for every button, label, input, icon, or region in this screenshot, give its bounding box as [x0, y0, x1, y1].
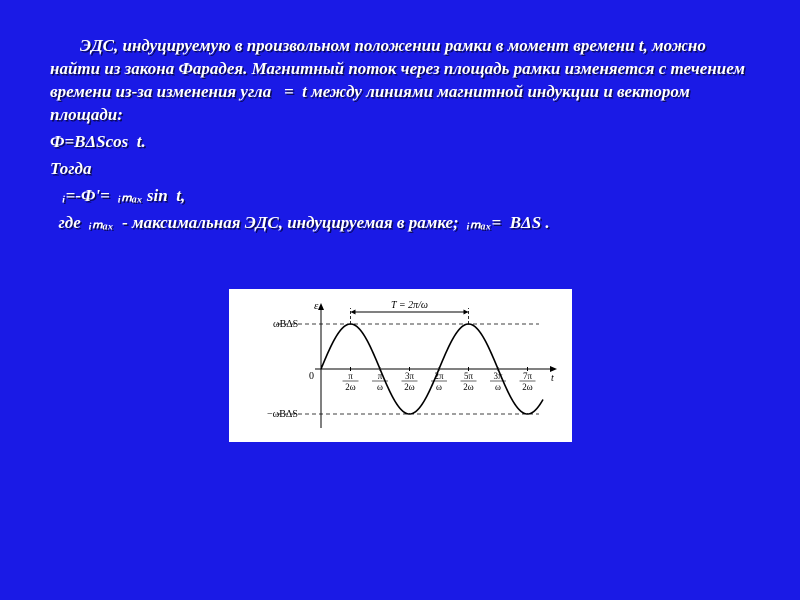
svg-text:ωBΔS: ωBΔS	[273, 319, 298, 330]
svg-text:ω: ω	[436, 382, 442, 392]
equation-emf: ᵢ=-Ф'= ᵢₘₐₓ sin t,	[50, 185, 750, 208]
svg-text:π: π	[348, 371, 353, 381]
svg-text:ω: ω	[495, 382, 501, 392]
intro-paragraph: ЭДС, индуцируемую в произвольном положен…	[50, 35, 750, 127]
emf-sine-chart: T = 2π/ωπ2ωπω3π2ω2πω5π2ω3πω7π2ωεt0ωBΔS−ω…	[229, 289, 572, 442]
equation-flux: Ф=BΔScos t.	[50, 131, 750, 154]
word-then: Тогда	[50, 158, 750, 181]
svg-text:ε: ε	[314, 300, 319, 312]
svg-text:2ω: 2ω	[463, 382, 474, 392]
svg-text:7π: 7π	[522, 371, 532, 381]
equation-emf-max: где ᵢₘₐₓ - максимальная ЭДС, индуцируема…	[50, 212, 750, 235]
svg-text:3π: 3π	[404, 371, 414, 381]
svg-text:−ωBΔS: −ωBΔS	[267, 409, 298, 420]
svg-text:0: 0	[309, 371, 314, 382]
svg-text:3π: 3π	[493, 371, 503, 381]
svg-text:ω: ω	[377, 382, 383, 392]
svg-text:2ω: 2ω	[345, 382, 356, 392]
svg-text:5π: 5π	[463, 371, 473, 381]
svg-text:2π: 2π	[434, 371, 444, 381]
svg-text:2ω: 2ω	[404, 382, 415, 392]
svg-text:T = 2π/ω: T = 2π/ω	[391, 300, 428, 311]
svg-text:t: t	[551, 373, 554, 384]
svg-text:2ω: 2ω	[522, 382, 533, 392]
chart-svg: T = 2π/ωπ2ωπω3π2ω2πω5π2ω3πω7π2ωεt0ωBΔS−ω…	[233, 293, 568, 438]
chart-container: T = 2π/ωπ2ωπω3π2ω2πω5π2ω3πω7π2ωεt0ωBΔS−ω…	[0, 289, 800, 442]
svg-text:π: π	[377, 371, 382, 381]
